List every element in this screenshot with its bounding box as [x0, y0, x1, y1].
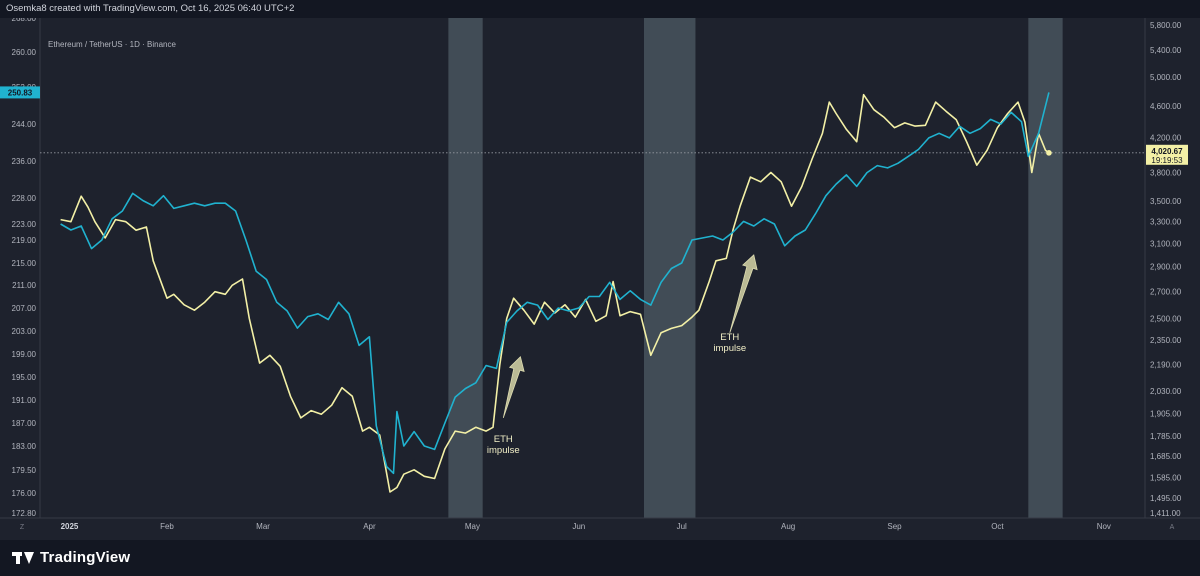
left-tick-label-12: 223.00	[12, 220, 37, 229]
annotation-arrow2	[729, 254, 758, 333]
eth-last-point	[1046, 150, 1052, 156]
time-axis-right-marker: A	[1170, 524, 1175, 531]
left-tick-label-6: 199.00	[12, 350, 37, 359]
series-line-eth	[60, 93, 1050, 493]
left-tick-label-9: 211.00	[12, 281, 36, 290]
shaded-band-2	[643, 18, 696, 518]
left-tick-label-17: 260.00	[12, 48, 37, 57]
time-tick-label-10: Nov	[1097, 522, 1111, 531]
countdown-label: 19:19:53	[1151, 156, 1183, 165]
right-current-price-box	[1146, 144, 1188, 165]
right-tick-label-3: 1,785.00	[1150, 432, 1182, 441]
right-current-price-label: 4,020.67	[1151, 147, 1183, 156]
right-tick-label-11: 3,100.00	[1150, 239, 1182, 248]
annotation-text-impulse2: ETH impulse	[713, 332, 746, 354]
time-tick-label-6: Jul	[677, 522, 687, 531]
left-tick-label-10: 215.00	[12, 259, 37, 268]
right-tick-label-18: 5,400.00	[1150, 46, 1182, 55]
left-tick-label-5: 195.00	[12, 373, 37, 382]
time-tick-label-2: Mar	[256, 522, 270, 531]
time-tick-label-9: Oct	[991, 522, 1004, 531]
right-tick-label-14: 3,800.00	[1150, 168, 1182, 177]
right-tick-label-5: 2,030.00	[1150, 387, 1182, 396]
right-tick-label-19: 5,800.00	[1150, 21, 1182, 30]
left-tick-label-11: 219.00	[12, 236, 37, 245]
right-axis-bottom-label: 1,411.00	[1150, 509, 1181, 518]
left-tick-label-3: 187.00	[12, 419, 37, 428]
right-tick-label-10: 2,900.00	[1150, 263, 1182, 272]
tradingview-logo-icon	[12, 551, 34, 564]
top-bar: Osemka8 created with TradingView.com, Oc…	[0, 0, 1200, 18]
annotation-arrow1	[502, 356, 525, 419]
right-tick-label-4: 1,905.00	[1150, 409, 1182, 418]
symbol-title: Ethereum / TetherUS · 1D · Binance	[48, 40, 176, 49]
time-tick-label-7: Aug	[781, 522, 795, 531]
right-tick-label-15: 4,200.00	[1150, 134, 1182, 143]
right-tick-label-16: 4,600.00	[1150, 102, 1182, 111]
right-tick-label-13: 3,500.00	[1150, 197, 1182, 206]
right-tick-label-12: 3,300.00	[1150, 218, 1182, 227]
time-tick-label-3: Apr	[363, 522, 376, 531]
left-tick-label-18: 268.00	[12, 18, 37, 23]
left-tick-label-7: 203.00	[12, 327, 37, 336]
time-tick-label-0: 2025	[61, 522, 79, 531]
left-tick-label-15: 244.00	[12, 120, 37, 129]
chart-canvas[interactable]: 176.00 179.50 183.00 187.00 191.00 195.00 199.…	[0, 18, 1200, 540]
right-tick-label-6: 2,190.00	[1150, 361, 1182, 370]
time-tick-label-8: Sep	[887, 522, 902, 531]
right-tick-label-7: 2,350.00	[1150, 336, 1182, 345]
left-tick-label-8: 207.00	[12, 304, 37, 313]
time-tick-label-4: May	[465, 522, 480, 531]
tradingview-brand: TradingView	[40, 549, 131, 566]
left-axis-bottom-label: 172.80	[12, 509, 37, 518]
right-tick-label-8: 2,500.00	[1150, 315, 1182, 324]
left-tick-label-1: 179.50	[12, 466, 37, 475]
series-line-spx	[60, 92, 1050, 475]
right-tick-label-9: 2,700.00	[1150, 288, 1182, 297]
right-tick-label-2: 1,685.00	[1150, 452, 1182, 461]
annotation-text-impulse1: ETH impulse	[487, 434, 520, 456]
shaded-band-1	[448, 18, 483, 518]
time-tick-label-1: Feb	[160, 522, 174, 531]
footer-bar: TradingView	[0, 540, 1200, 576]
shaded-band-3	[1028, 18, 1063, 518]
right-tick-label-0: 1,495.00	[1150, 494, 1182, 503]
tradingview-logo[interactable]: TradingView	[12, 549, 130, 566]
left-current-price-label: 250.83	[8, 88, 33, 97]
left-tick-label-14: 236.00	[12, 157, 37, 166]
left-tick-label-2: 183.00	[12, 442, 37, 451]
time-tick-label-5: Jun	[572, 522, 585, 531]
left-current-price-box	[0, 86, 40, 99]
right-tick-label-1: 1,585.00	[1150, 473, 1182, 482]
left-tick-label-0: 176.00	[12, 489, 37, 498]
created-with-credit: Osemka8 created with TradingView.com, Oc…	[6, 3, 295, 14]
right-tick-label-17: 5,000.00	[1150, 73, 1182, 82]
left-tick-label-13: 228.00	[12, 194, 37, 203]
left-tick-label-4: 191.00	[12, 396, 37, 405]
price-chart[interactable]: 176.00 179.50 183.00 187.00 191.00 195.00 199.…	[0, 18, 1200, 540]
time-axis-left-marker: Z	[20, 524, 25, 531]
